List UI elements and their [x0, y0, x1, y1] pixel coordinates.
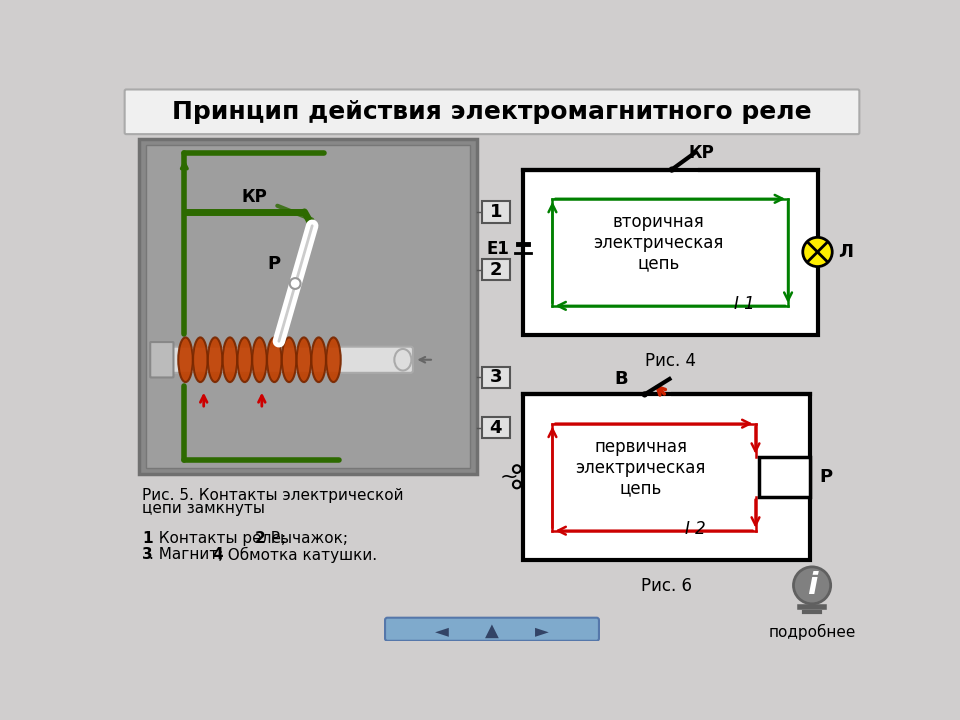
Ellipse shape: [193, 338, 207, 382]
FancyBboxPatch shape: [759, 456, 809, 497]
FancyBboxPatch shape: [523, 395, 809, 560]
Text: Р: Р: [819, 468, 832, 486]
Ellipse shape: [297, 338, 311, 382]
Circle shape: [669, 166, 675, 173]
Text: I 2: I 2: [684, 520, 706, 538]
Ellipse shape: [395, 349, 412, 371]
Text: . Магнит;: . Магнит;: [149, 547, 228, 562]
Text: 3: 3: [142, 547, 153, 562]
Text: 3: 3: [490, 369, 502, 387]
Text: 1: 1: [142, 531, 153, 546]
Text: Принцип действия электромагнитного реле: Принцип действия электромагнитного реле: [172, 100, 812, 124]
Ellipse shape: [223, 338, 237, 382]
FancyBboxPatch shape: [150, 342, 174, 377]
FancyBboxPatch shape: [523, 169, 818, 335]
Text: Е1: Е1: [486, 240, 509, 258]
FancyBboxPatch shape: [139, 139, 476, 474]
Text: i: i: [806, 571, 817, 600]
FancyBboxPatch shape: [482, 201, 510, 222]
Ellipse shape: [311, 338, 326, 382]
Ellipse shape: [326, 338, 341, 382]
Text: В: В: [614, 370, 628, 388]
Text: Рис. 6: Рис. 6: [641, 577, 692, 595]
Text: Л: Л: [838, 243, 853, 261]
Text: вторичная
электрическая
цепь: вторичная электрическая цепь: [593, 213, 724, 272]
Text: 4: 4: [490, 418, 502, 436]
Text: подробнее: подробнее: [768, 624, 855, 640]
Text: КР: КР: [688, 143, 714, 161]
Text: Рис. 4: Рис. 4: [645, 352, 696, 370]
FancyBboxPatch shape: [482, 259, 510, 280]
FancyBboxPatch shape: [146, 145, 470, 467]
Text: 1: 1: [490, 203, 502, 221]
Circle shape: [803, 238, 832, 266]
Text: . Обмотка катушки.: . Обмотка катушки.: [219, 547, 377, 563]
Text: ~: ~: [500, 467, 518, 487]
FancyBboxPatch shape: [385, 618, 599, 641]
Circle shape: [641, 391, 648, 397]
Circle shape: [794, 567, 830, 604]
Ellipse shape: [282, 338, 297, 382]
Text: ►: ►: [536, 622, 549, 640]
Text: ◄: ◄: [435, 622, 448, 640]
Text: КР: КР: [241, 187, 267, 205]
FancyBboxPatch shape: [482, 366, 510, 388]
Ellipse shape: [267, 338, 281, 382]
FancyBboxPatch shape: [482, 417, 510, 438]
Text: I 1: I 1: [733, 295, 755, 313]
FancyBboxPatch shape: [125, 89, 859, 134]
Ellipse shape: [237, 338, 252, 382]
Text: . Контакты реле;: . Контакты реле;: [149, 531, 291, 546]
Ellipse shape: [252, 338, 267, 382]
FancyBboxPatch shape: [164, 346, 413, 373]
Text: Р: Р: [267, 256, 280, 274]
Circle shape: [290, 278, 300, 289]
Text: . Рычажок;: . Рычажок;: [261, 531, 348, 546]
Ellipse shape: [208, 338, 223, 382]
Text: первичная
электрическая
цепь: первичная электрическая цепь: [576, 438, 706, 498]
Text: Рис. 5. Контакты электрической: Рис. 5. Контакты электрической: [142, 487, 404, 503]
Text: 4: 4: [212, 547, 223, 562]
Text: 2: 2: [254, 531, 266, 546]
Ellipse shape: [179, 338, 193, 382]
Text: 2: 2: [490, 261, 502, 279]
Text: цепи замкнуты: цепи замкнуты: [142, 501, 265, 516]
Text: ▲: ▲: [485, 622, 499, 640]
